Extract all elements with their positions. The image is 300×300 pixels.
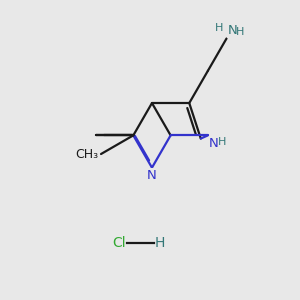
Text: N: N [227, 25, 237, 38]
Text: H: H [236, 28, 245, 38]
Text: N: N [209, 137, 219, 150]
Text: H: H [154, 236, 165, 250]
Text: H: H [218, 137, 226, 147]
Text: N: N [147, 169, 157, 182]
Text: Cl: Cl [112, 236, 125, 250]
Text: CH₃: CH₃ [75, 148, 98, 160]
Text: H: H [214, 22, 223, 33]
